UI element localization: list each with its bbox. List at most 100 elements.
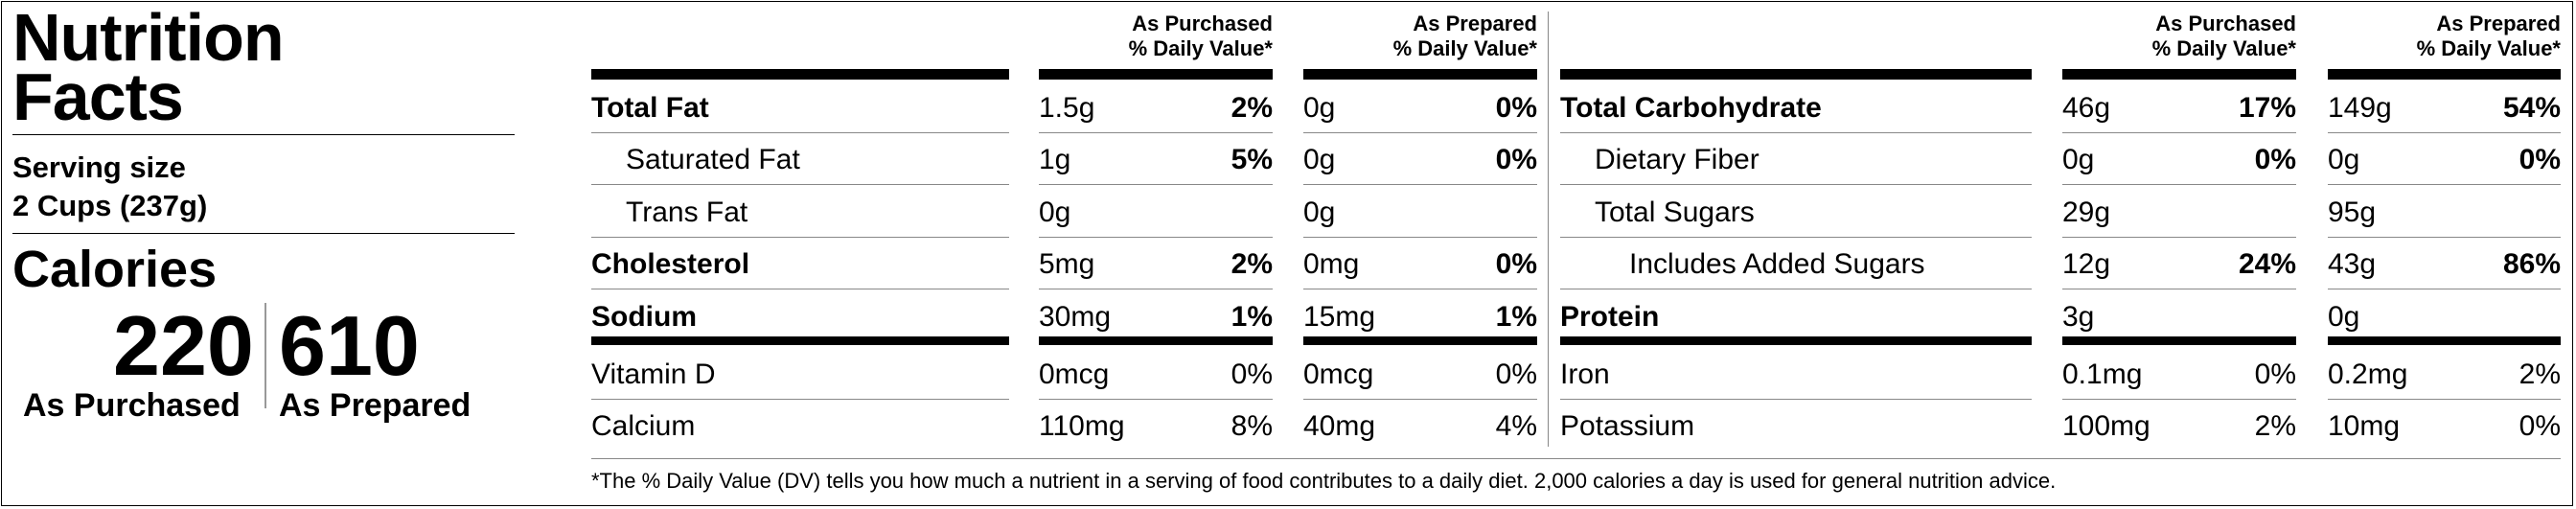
purchased-daily-value: 2% <box>1230 248 1273 280</box>
nutrient-name: Saturated Fat <box>626 144 800 175</box>
purchased-amount: 100mg <box>2062 410 2150 442</box>
nutrient-name: Cholesterol <box>591 248 750 280</box>
column-header-purchased: As Purchased <box>2155 12 2296 35</box>
row-rule <box>591 399 1009 400</box>
calories-prepared-label: As Prepared <box>279 387 472 424</box>
row-rule <box>2328 132 2561 133</box>
row-rule <box>2328 184 2561 185</box>
row-rule <box>1303 184 1537 185</box>
purchased-daily-value: 1% <box>1230 301 1273 333</box>
prepared-amount: 0g <box>2328 301 2360 333</box>
prepared-daily-value: 0% <box>1495 144 1537 175</box>
row-rule <box>2062 237 2296 238</box>
purchased-amount: 30mg <box>1039 301 1112 333</box>
prepared-daily-value: 0% <box>2518 410 2561 442</box>
row-rule <box>591 237 1009 238</box>
prepared-daily-value: 0% <box>2518 144 2561 175</box>
header-rule <box>1303 69 1537 80</box>
column-header-purchased: % Daily Value* <box>1128 36 1273 60</box>
prepared-amount: 149g <box>2328 92 2392 124</box>
title-word: Facts <box>12 59 184 134</box>
nutrient-name: Total Sugars <box>1595 197 1755 228</box>
purchased-amount: 5mg <box>1039 248 1095 280</box>
header-rule <box>591 69 1009 80</box>
prepared-daily-value: 54% <box>2502 92 2561 124</box>
nutrient-name: Protein <box>1560 301 1660 333</box>
row-rule <box>1560 237 2032 238</box>
column-header-purchased: As Purchased <box>1132 12 1273 35</box>
purchased-amount: 110mg <box>1039 410 1125 442</box>
section-rule <box>2062 336 2296 345</box>
section-rule <box>1560 336 2032 345</box>
prepared-amount: 40mg <box>1303 410 1376 442</box>
title-line: Nutrition Facts <box>12 4 285 134</box>
purchased-daily-value: 0% <box>2254 144 2296 175</box>
row-rule <box>1560 184 2032 185</box>
prepared-amount: 0g <box>2328 144 2360 175</box>
header-rule <box>1560 69 2032 80</box>
nutrient-name: Includes Added Sugars <box>1629 248 1925 280</box>
row-rule <box>1039 132 1273 133</box>
section-rule <box>1039 336 1273 345</box>
nutrient-name: Calcium <box>591 410 696 442</box>
purchased-daily-value: 2% <box>2254 410 2296 442</box>
row-rule <box>2062 399 2296 400</box>
footnote: *The % Daily Value (DV) tells you how mu… <box>591 469 2057 493</box>
row-rule <box>1303 399 1537 400</box>
purchased-daily-value: 0% <box>2254 359 2296 390</box>
prepared-daily-value: 0% <box>1495 92 1537 124</box>
nutrient-name: Dietary Fiber <box>1595 144 1760 175</box>
divider <box>12 134 515 135</box>
purchased-amount: 46g <box>2062 92 2111 124</box>
label-title: Nutrition Facts <box>12 4 285 134</box>
prepared-daily-value: 86% <box>2502 248 2561 280</box>
calories-purchased-value: 220 <box>113 298 254 393</box>
purchased-daily-value: 2% <box>1230 92 1273 124</box>
nutrient-name: Vitamin D <box>591 359 716 390</box>
row-rule <box>591 132 1009 133</box>
row-rule <box>1303 237 1537 238</box>
purchased-amount: 29g <box>2062 197 2111 228</box>
column-header-prepared: % Daily Value* <box>2416 36 2561 60</box>
purchased-amount: 1g <box>1039 144 1071 175</box>
calories-divider <box>264 303 266 408</box>
nutrient-name: Iron <box>1560 359 1610 390</box>
purchased-daily-value: 5% <box>1230 144 1273 175</box>
serving-size-value: 2 Cups (237g) <box>12 189 208 222</box>
prepared-amount: 0.2mg <box>2328 359 2408 390</box>
row-rule <box>2328 237 2561 238</box>
prepared-amount: 95g <box>2328 197 2377 228</box>
row-rule <box>1560 132 2032 133</box>
nutrient-name: Total Carbohydrate <box>1560 92 1822 124</box>
prepared-daily-value: 2% <box>2518 359 2561 390</box>
prepared-daily-value: 0% <box>1495 359 1537 390</box>
footnote-divider <box>591 458 2561 459</box>
row-rule <box>591 184 1009 185</box>
purchased-amount: 0.1mg <box>2062 359 2143 390</box>
purchased-daily-value: 0% <box>1230 359 1273 390</box>
purchased-daily-value: 24% <box>2238 248 2296 280</box>
serving-size-label: Serving size <box>12 150 186 184</box>
column-header-prepared: As Prepared <box>2436 12 2561 35</box>
row-rule <box>1039 237 1273 238</box>
prepared-amount: 15mg <box>1303 301 1376 333</box>
purchased-amount: 1.5g <box>1039 92 1095 124</box>
section-rule <box>591 336 1009 345</box>
nutrient-name: Sodium <box>591 301 697 333</box>
prepared-amount: 0g <box>1303 144 1336 175</box>
calories-purchased-label: As Purchased <box>23 387 241 424</box>
prepared-amount: 0g <box>1303 197 1336 228</box>
section-rule <box>1303 336 1537 345</box>
prepared-daily-value: 4% <box>1495 410 1537 442</box>
row-rule <box>1039 184 1273 185</box>
purchased-amount: 3g <box>2062 301 2095 333</box>
prepared-amount: 0g <box>1303 92 1336 124</box>
purchased-amount: 12g <box>2062 248 2111 280</box>
prepared-amount: 43g <box>2328 248 2377 280</box>
prepared-daily-value: 0% <box>1495 248 1537 280</box>
nutrient-name: Potassium <box>1560 410 1695 442</box>
nutrient-name: Trans Fat <box>626 197 748 228</box>
section-rule <box>2328 336 2561 345</box>
header-rule <box>1039 69 1273 80</box>
